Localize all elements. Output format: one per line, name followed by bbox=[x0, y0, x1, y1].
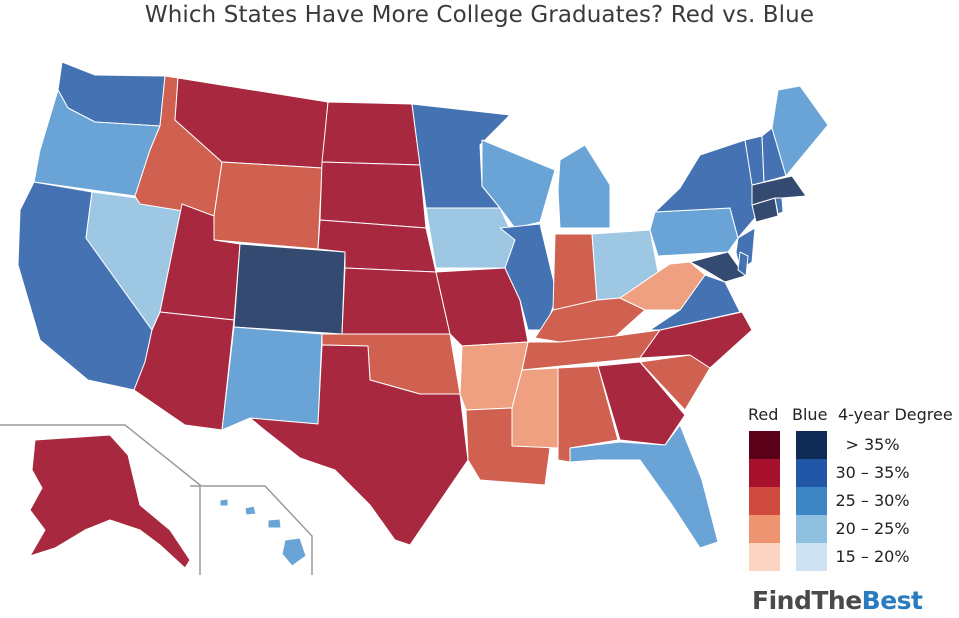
logo-text-best: Best bbox=[861, 586, 923, 615]
legend-range-label: 20 – 25% bbox=[835, 519, 910, 538]
legend-blue-swatch bbox=[796, 543, 827, 571]
legend-red-swatch bbox=[749, 543, 780, 571]
state-indiana bbox=[552, 233, 598, 311]
hawaii-inset-border bbox=[190, 485, 313, 575]
logo-text-findthe: FindThe bbox=[752, 586, 862, 615]
legend-red-swatch bbox=[749, 487, 780, 515]
legend-degree-heading: 4-year Degree bbox=[838, 405, 953, 424]
state-delaware bbox=[737, 251, 749, 277]
state-iowa bbox=[425, 207, 516, 269]
legend-red-swatch bbox=[749, 459, 780, 487]
state-new-mexico bbox=[221, 326, 323, 431]
state-north-dakota bbox=[321, 101, 421, 166]
state-texas bbox=[249, 344, 469, 546]
legend-blue-heading: Blue bbox=[792, 405, 828, 424]
state-pennsylvania bbox=[649, 207, 739, 257]
legend-range-label: 30 – 35% bbox=[835, 463, 910, 482]
state-georgia bbox=[597, 361, 686, 446]
state-arizona bbox=[133, 311, 235, 431]
legend-range-label: > 35% bbox=[845, 435, 900, 454]
state-colorado bbox=[233, 243, 346, 335]
findthebest-logo: FindTheBest bbox=[752, 586, 923, 615]
state-mississippi bbox=[511, 367, 559, 449]
state-wyoming bbox=[213, 161, 323, 250]
state-alaska bbox=[29, 434, 191, 569]
alaska-inset-border bbox=[0, 424, 201, 575]
state-maine bbox=[771, 85, 829, 177]
page-title: Which States Have More College Graduates… bbox=[144, 2, 815, 28]
state-south-dakota bbox=[319, 161, 427, 229]
state-illinois bbox=[499, 223, 558, 331]
legend-blue-swatch bbox=[796, 459, 827, 487]
state-maryland bbox=[689, 251, 746, 283]
state-kansas bbox=[341, 267, 451, 335]
legend-red-heading: Red bbox=[748, 405, 779, 424]
state-massachusetts bbox=[751, 175, 807, 206]
legend-red-swatch bbox=[749, 515, 780, 543]
state-florida bbox=[569, 424, 719, 549]
state-michigan bbox=[557, 144, 611, 229]
state-west-virginia bbox=[619, 261, 706, 311]
state-hawaii-kauai bbox=[219, 498, 229, 507]
legend-blue-swatch bbox=[796, 431, 827, 459]
legend-blue-swatch bbox=[796, 487, 827, 515]
legend-range-label: 25 – 30% bbox=[835, 491, 910, 510]
legend-blue-swatch bbox=[796, 515, 827, 543]
state-hawaii-maui bbox=[267, 518, 282, 529]
legend-range-label: 15 – 20% bbox=[835, 547, 910, 566]
state-hawaii-main bbox=[281, 537, 307, 567]
state-hawaii-oahu bbox=[244, 505, 257, 516]
legend-red-swatch bbox=[749, 431, 780, 459]
